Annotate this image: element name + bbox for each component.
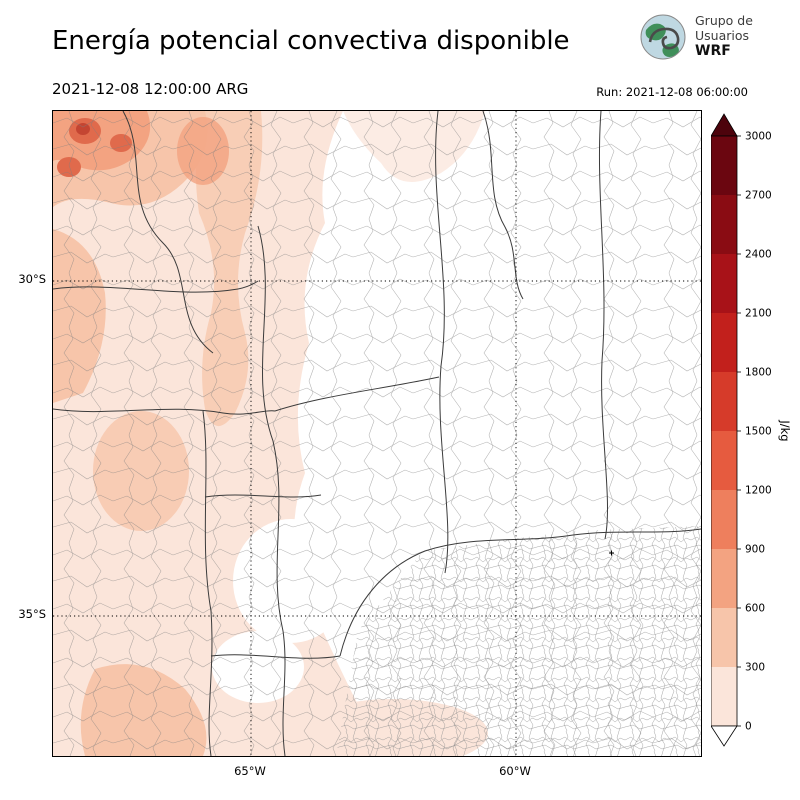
colorbar-segment: [711, 549, 737, 608]
y-axis-tick-35s: 35°S: [18, 607, 46, 621]
colorbar-tick-label: 600: [745, 603, 765, 615]
map-graphic: [53, 111, 701, 756]
colorbar-tick-label: 2400: [745, 249, 772, 261]
y-axis-tick-30s: 30°S: [18, 272, 46, 286]
colorbar-segment: [711, 608, 737, 667]
colorbar-tick-label: 1800: [745, 367, 772, 379]
colorbar-tick-label: 1200: [745, 485, 772, 497]
colorbar-tick-label: 1500: [745, 426, 772, 438]
colorbar-over-arrow: [710, 113, 738, 137]
grid-lines: [53, 111, 701, 756]
colorbar-segment: [711, 667, 737, 726]
page-title: Energía potencial convectiva disponible: [52, 26, 570, 56]
colorbar-segment: [711, 431, 737, 490]
map-canvas: [52, 110, 702, 757]
colorbar-segment: [711, 490, 737, 549]
colorbar-segment: [711, 372, 737, 431]
colorbar-segment: [711, 136, 737, 195]
province-borders: [53, 111, 701, 756]
run-time-label: Run: 2021-12-08 06:00:00: [596, 85, 748, 99]
colorbar-tick-label: 0: [745, 721, 752, 733]
globe-icon: [640, 14, 686, 60]
colorbar-tick-label: 2100: [745, 308, 772, 320]
colorbar-segment: [711, 195, 737, 254]
colorbar-segment: [711, 254, 737, 313]
logo: Grupo de Usuarios WRF: [638, 12, 753, 62]
x-axis-tick-60w: 60°W: [499, 764, 531, 778]
logo-text-line2: Usuarios: [695, 27, 750, 43]
x-axis-tick-65w: 65°W: [234, 764, 266, 778]
colorbar-segment: [711, 313, 737, 372]
logo-text: Grupo de Usuarios WRF: [695, 12, 753, 60]
colorbar: 3000 2700 2400 2100 1800 1500 1200 900 600 300 0 J/…: [710, 112, 800, 756]
colorbar-tick-label: 2700: [745, 190, 772, 202]
logo-text-wrf: WRF: [695, 43, 731, 60]
logo-text-line1: Grupo de: [695, 12, 753, 28]
city-marker: [609, 550, 614, 556]
valid-time-label: 2021-12-08 12:00:00 ARG: [52, 80, 249, 98]
colorbar-tick-label: 900: [745, 544, 765, 556]
colorbar-under-arrow: [710, 725, 738, 747]
colorbar-tick-label: 3000: [745, 131, 772, 143]
colorbar-graphic: 30002700240021001800150012009006003000J/…: [710, 113, 792, 747]
colorbar-unit-label: J/kg: [778, 419, 792, 441]
colorbar-tick-label: 300: [745, 662, 765, 674]
